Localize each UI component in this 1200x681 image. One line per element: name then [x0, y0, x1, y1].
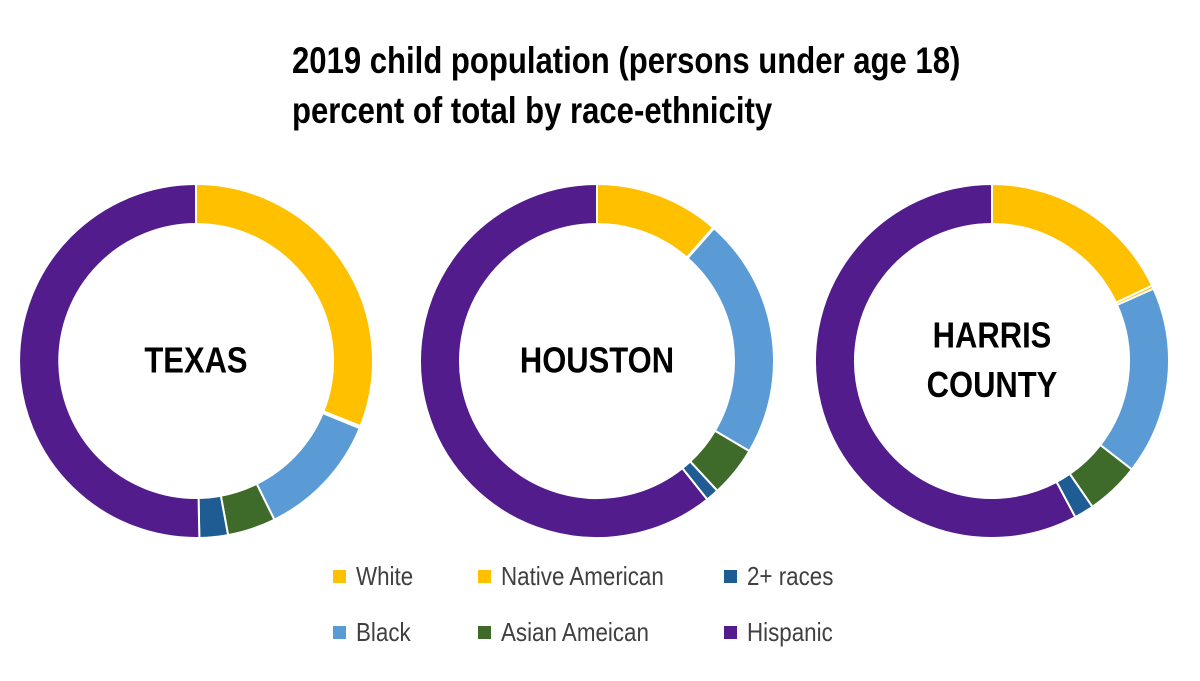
slice-harris-county-black: [1098, 287, 1171, 471]
slice-texas-hispanic: [18, 182, 201, 539]
slice-houston-hispanic: [418, 182, 709, 539]
slice-houston-black: [686, 226, 775, 453]
legend-item-asian-ameican: Asian Ameican: [478, 617, 673, 648]
chart-title-line-1: 2019 child population (persons under age…: [292, 40, 961, 81]
donut-label-harris-county-1: HARRIS: [933, 316, 1052, 356]
slice-texas-black: [255, 411, 362, 522]
chart-title-line-2: percent of total by race-ethnicity: [292, 90, 773, 131]
legend-swatch-hispanic: [724, 626, 737, 639]
donut-label-houston-1: HOUSTON: [520, 341, 674, 381]
donut-houston: HOUSTON: [418, 182, 775, 539]
legend-swatch-native-american: [478, 570, 491, 583]
legend-label-hispanic: Hispanic: [747, 617, 833, 647]
legend-item-2-races: 2+ races: [724, 561, 847, 592]
legend-swatch-2-races: [724, 570, 737, 583]
donut-label-harris-county-2: COUNTY: [927, 366, 1058, 406]
legend-item-black: Black: [333, 617, 420, 648]
legend-label-black: Black: [356, 617, 411, 647]
donut-texas: TEXAS: [18, 182, 374, 539]
slice-texas-white: [195, 182, 374, 428]
legend-label-2-races: 2+ races: [747, 561, 834, 591]
slice-harris-county-hispanic: [814, 182, 1077, 539]
donut-label-texas-1: TEXAS: [144, 341, 247, 381]
legend-label-native-american: Native American: [501, 561, 664, 591]
donut-harris-county: HARRIS COUNTY: [814, 182, 1171, 539]
legend-item-white: White: [333, 561, 422, 592]
legend-label-asian-ameican: Asian Ameican: [501, 617, 649, 647]
chart-title: 2019 child population (persons under age…: [292, 36, 981, 136]
legend-swatch-asian-ameican: [478, 626, 491, 639]
legend-item-native-american: Native American: [478, 561, 690, 592]
legend-item-hispanic: Hispanic: [724, 617, 847, 648]
slice-harris-county-white: [991, 182, 1154, 305]
legend-swatch-white: [333, 570, 346, 583]
legend-label-white: White: [356, 561, 414, 591]
legend-swatch-black: [333, 626, 346, 639]
